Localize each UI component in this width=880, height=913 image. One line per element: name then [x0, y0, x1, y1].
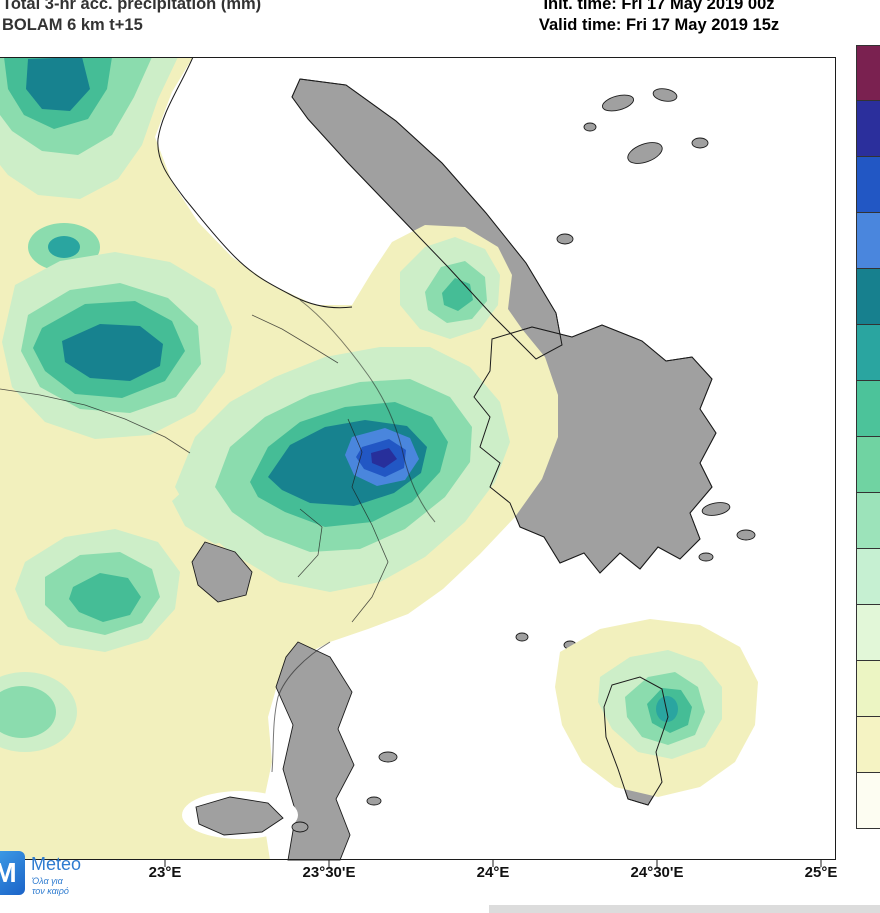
colorbar-cell	[856, 549, 880, 605]
title-line2: BOLAM 6 km t+15	[2, 16, 143, 34]
colorbar-cell	[856, 269, 880, 325]
colorbar-cell	[856, 661, 880, 717]
meteo-logo-icon: M	[0, 851, 25, 895]
gulf-coastline	[299, 299, 436, 523]
island	[601, 94, 635, 112]
precip-spot-teal	[656, 696, 678, 722]
islet	[291, 821, 309, 833]
colorbar-cell	[856, 325, 880, 381]
logo-brand: Meteo	[31, 854, 82, 874]
precip-layer	[0, 57, 758, 860]
coastline-layer	[157, 57, 717, 806]
x-tick-label: 23°E	[148, 864, 182, 881]
colorbar-cell	[856, 101, 880, 157]
map-frame	[0, 57, 836, 860]
admin-border	[297, 508, 323, 578]
precip-contour-darkteal	[62, 324, 163, 381]
logo-tagline-line2: τον καιρό	[32, 886, 69, 896]
frame-layer	[0, 57, 836, 867]
island	[691, 137, 709, 149]
islet	[366, 796, 382, 806]
island	[556, 233, 574, 245]
colorbar-cell	[856, 493, 880, 549]
evia-coastline	[291, 78, 563, 360]
coastal-gray-patch	[191, 541, 253, 603]
island	[627, 142, 663, 164]
valid-time: Valid time: Fri 17 May 2019 15z	[538, 16, 780, 34]
init-time: Init. time: Fri 17 May 2019 00z	[543, 0, 775, 13]
x-tick-label: 24°30'E	[630, 864, 684, 881]
precip-spot-green	[0, 686, 56, 738]
colorbar-cell	[856, 773, 880, 829]
map-title-block: Total 3-hr acc. precipitation (mm) BOLAM…	[2, 0, 261, 36]
island	[701, 502, 731, 516]
kea-coastline	[603, 676, 669, 806]
precipitation-map	[0, 57, 836, 867]
islet	[378, 751, 398, 763]
colorbar	[856, 45, 880, 829]
precip-contour-tealgreen	[69, 573, 141, 622]
footer-strip	[489, 905, 880, 913]
title-line1: Total 3-hr acc. precipitation (mm)	[2, 0, 262, 13]
islet	[515, 632, 529, 642]
x-tick-label: 23°30'E	[302, 864, 356, 881]
x-tick-label: 24°E	[476, 864, 510, 881]
precip-spot-teal	[48, 236, 80, 258]
admin-border	[347, 418, 389, 623]
island	[736, 529, 756, 541]
gulf-coastline	[271, 641, 331, 773]
colorbar-cell	[856, 45, 880, 101]
logo-letter: M	[0, 857, 17, 888]
colorbar-cell	[856, 605, 880, 661]
attica-coastline	[473, 324, 717, 574]
logo-tagline: Όλα για τον καιρό	[32, 876, 69, 896]
precip-contour-darkteal	[26, 57, 90, 111]
colorbar-cell	[856, 213, 880, 269]
island	[652, 88, 678, 102]
admin-border	[251, 314, 339, 364]
precip-contour-navy	[371, 448, 397, 468]
colorbar-cell	[856, 437, 880, 493]
mainland-coastline	[157, 57, 353, 309]
x-tick-label: 25°E	[804, 864, 838, 881]
admin-border	[0, 388, 191, 454]
land-overlay-layer	[182, 541, 398, 861]
run-time-block: Init. time: Fri 17 May 2019 00z Valid ti…	[478, 0, 840, 36]
island	[583, 122, 597, 132]
colorbar-cell	[856, 157, 880, 213]
logo-tagline-line1: Όλα για	[32, 876, 63, 886]
salamis-island	[195, 796, 284, 836]
colorbar-cell	[856, 381, 880, 437]
island	[698, 552, 714, 562]
border-layer	[0, 314, 389, 623]
colorbar-cell	[856, 717, 880, 773]
